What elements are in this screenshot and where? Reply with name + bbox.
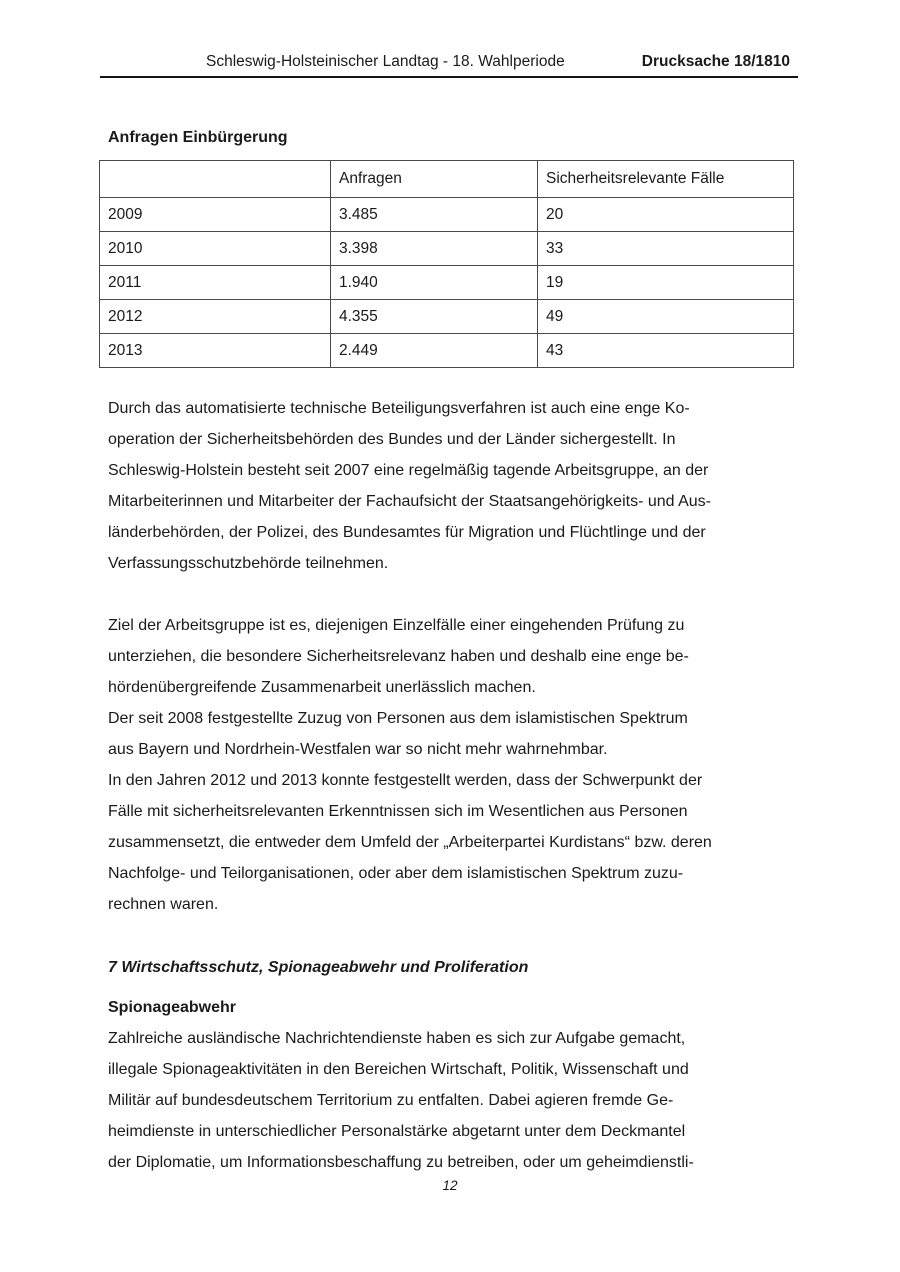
table-cell: 19: [537, 265, 794, 300]
table-cell: 2009: [99, 197, 331, 232]
table-row: 2013 2.449 43: [99, 333, 794, 368]
header-title: Schleswig-Holsteinischer Landtag - 18. W…: [206, 53, 565, 70]
anfragen-table: Anfragen Sicherheitsrelevante Fälle 2009…: [99, 160, 794, 368]
table-header-cell: Anfragen: [330, 160, 538, 198]
page-header: Schleswig-Holsteinischer Landtag - 18. W…: [100, 0, 798, 78]
table-cell: 33: [537, 231, 794, 266]
table-cell: 2013: [99, 333, 331, 368]
table-cell: 3.485: [330, 197, 538, 232]
table-header-cell: [99, 160, 331, 198]
sub-heading: Spionageabwehr: [108, 999, 237, 1016]
paragraph: Ziel der Arbeitsgruppe ist es, diejenige…: [108, 617, 689, 696]
page-number: 12: [442, 1178, 458, 1193]
paragraph: Durch das automatisierte technische Bete…: [108, 400, 711, 572]
table-cell: 1.940: [330, 265, 538, 300]
table-row: 2009 3.485 20: [99, 197, 794, 232]
table-header-cell: Sicherheitsrelevante Fälle: [537, 160, 794, 198]
table-row: 2012 4.355 49: [99, 299, 794, 334]
table-row: 2011 1.940 19: [99, 265, 794, 300]
header-document-number: Drucksache 18/1810: [641, 53, 790, 70]
section-heading: 7 Wirtschaftsschutz, Spionageabwehr und …: [108, 959, 529, 976]
table-cell: 43: [537, 333, 794, 368]
paragraph: Zahlreiche ausländische Nachrichtendiens…: [108, 1030, 694, 1171]
table-cell: 2.449: [330, 333, 538, 368]
paragraph: In den Jahren 2012 und 2013 konnte festg…: [108, 772, 712, 913]
table-cell: 20: [537, 197, 794, 232]
main-content: Anfragen Einbürgerung Anfragen Sicherhei…: [99, 120, 794, 1178]
table-cell: 4.355: [330, 299, 538, 334]
table-title: Anfragen Einbürgerung: [108, 129, 288, 146]
table-cell: 2011: [99, 265, 331, 300]
table-row: 2010 3.398 33: [99, 231, 794, 266]
paragraph: Der seit 2008 festgestellte Zuzug von Pe…: [108, 710, 688, 758]
table-cell: 49: [537, 299, 794, 334]
table-header-row: Anfragen Sicherheitsrelevante Fälle: [99, 160, 794, 198]
table-cell: 3.398: [330, 231, 538, 266]
table-cell: 2010: [99, 231, 331, 266]
table-cell: 2012: [99, 299, 331, 334]
